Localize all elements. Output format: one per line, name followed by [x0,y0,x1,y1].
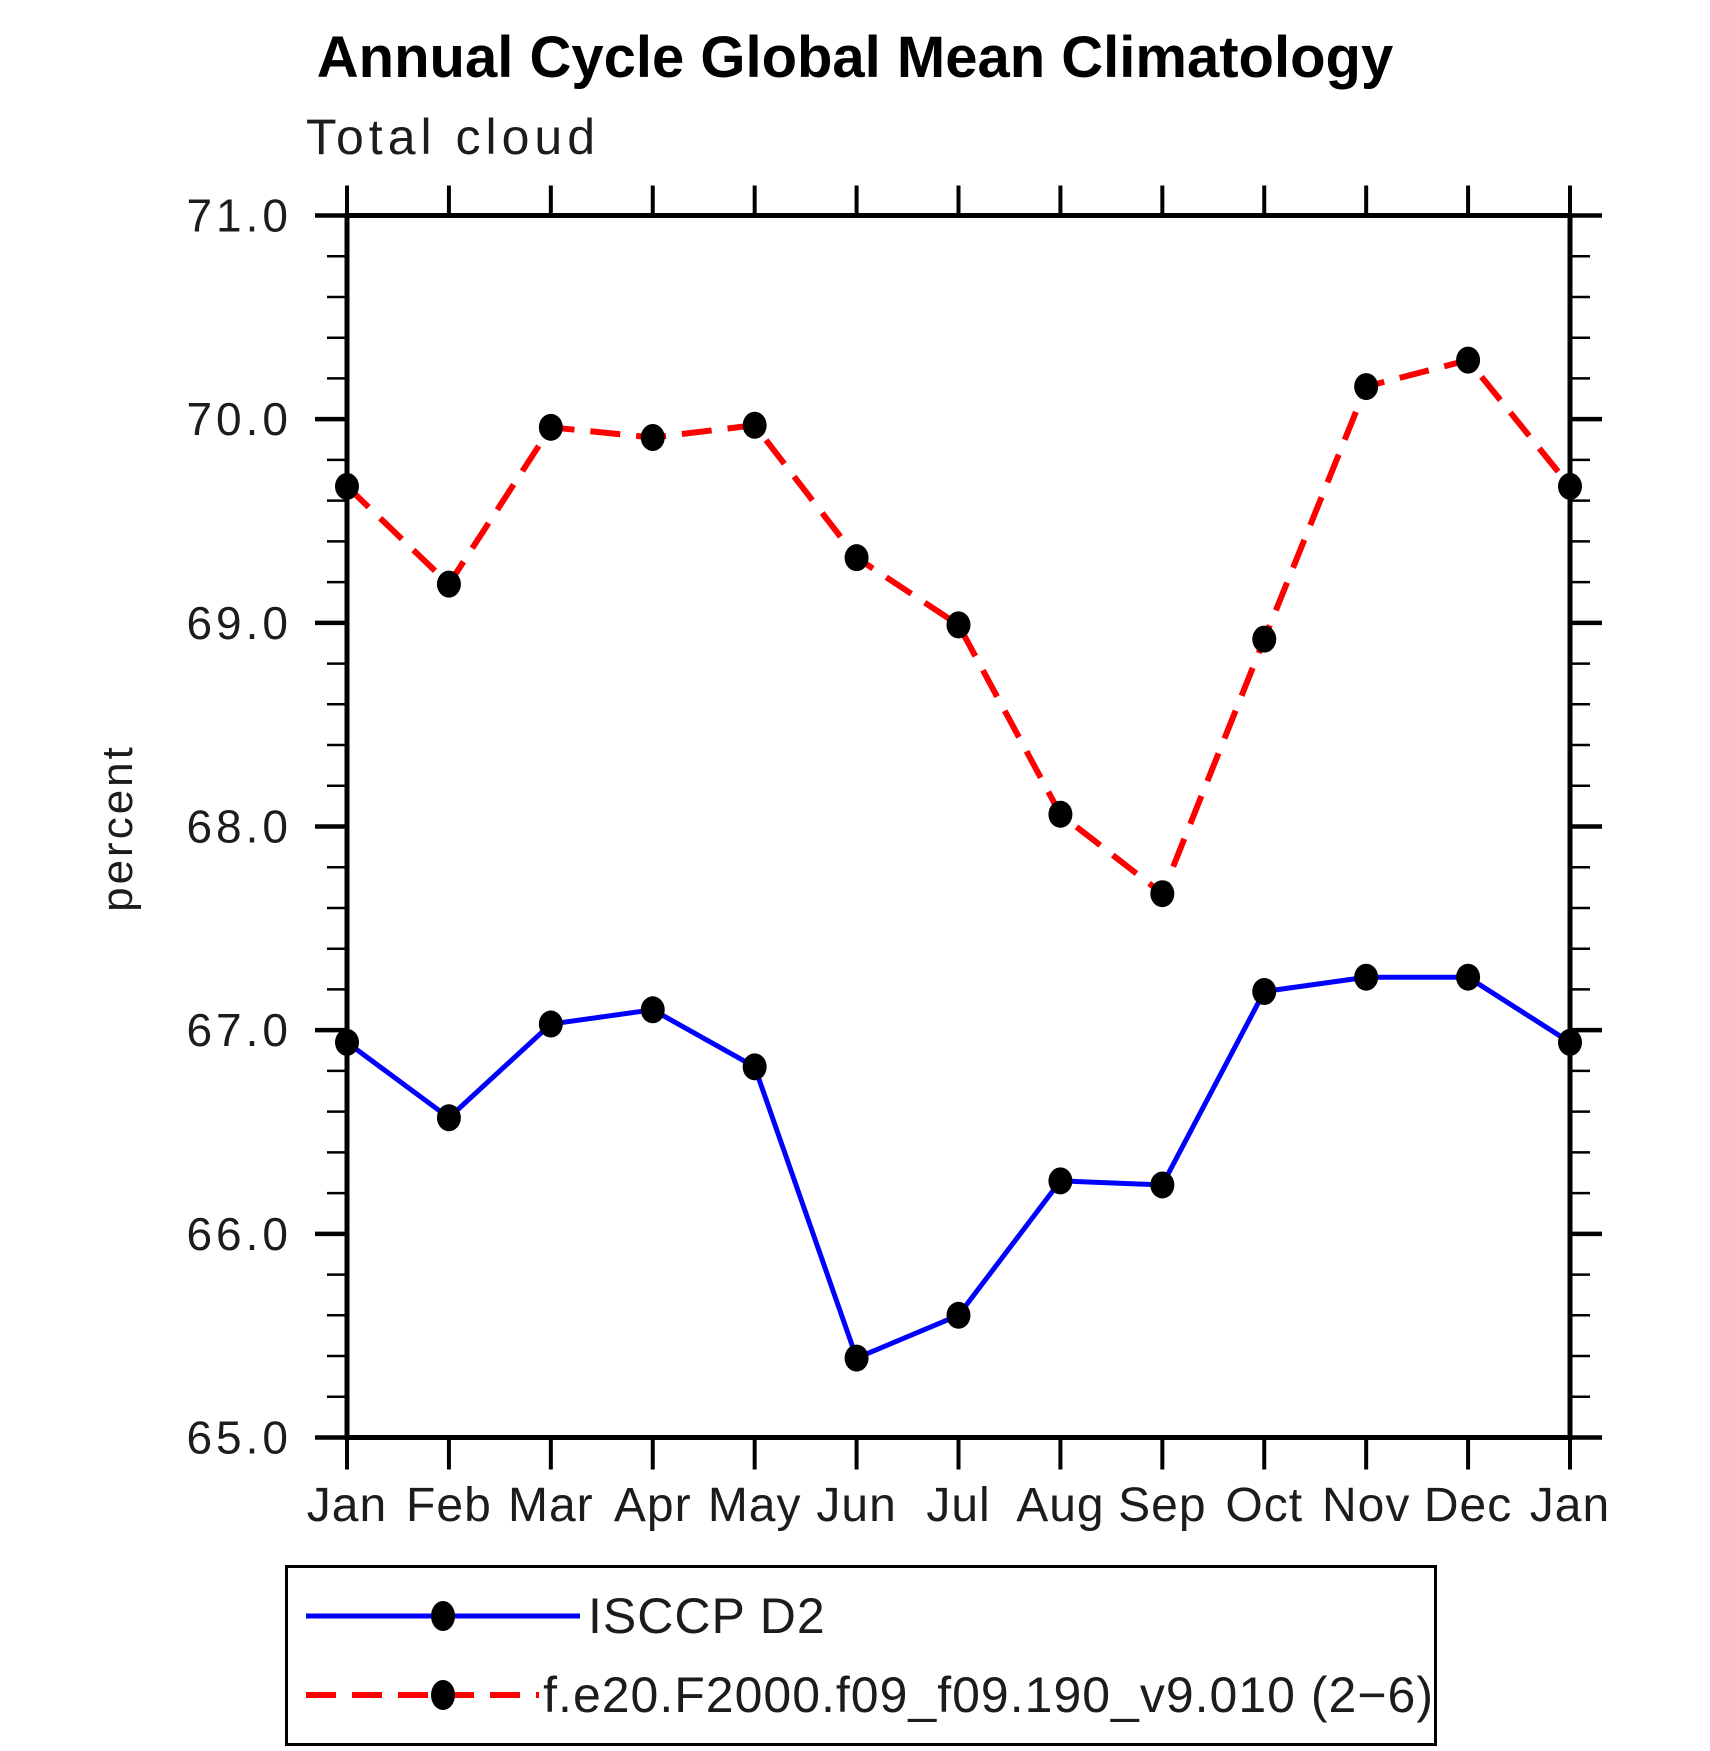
x-tick-label: Jun [816,1479,896,1532]
y-tick-label: 69.0 [186,597,292,649]
y-tick-label: 68.0 [186,801,292,853]
legend-marker [431,1680,455,1710]
data-point-marker [1048,1167,1073,1195]
x-tick-label: Feb [406,1479,492,1532]
x-tick-label: Apr [614,1479,692,1532]
data-point-marker [538,1010,563,1038]
x-tick-label: Dec [1424,1479,1512,1532]
data-point-marker [335,472,359,500]
data-point-marker [1252,625,1277,653]
data-point-marker [1456,963,1481,991]
x-tick-label: Mar [508,1479,594,1532]
x-tick-label: Aug [1016,1479,1104,1532]
data-point-marker [1558,472,1582,500]
data-point-marker [946,611,971,639]
legend-item: ISCCP D2 [302,1585,1434,1647]
data-point-marker [538,413,563,441]
data-point-marker [946,1301,971,1329]
y-tick-label: 66.0 [186,1208,292,1260]
data-point-marker [1456,346,1481,374]
legend-item: f.e20.F2000.f09_f09.190_v9.010 (2−6) [302,1664,1434,1726]
data-point-marker [1558,1028,1582,1056]
chart-subtitle: Total cloud [306,109,601,165]
data-point-marker [1354,963,1379,991]
data-point-marker [1048,800,1073,828]
x-tick-label: Jul [926,1479,990,1532]
data-point-marker [436,1104,461,1132]
x-tick-label: Jan [1530,1479,1610,1532]
data-point-marker [742,1053,767,1081]
legend-line-sample [306,1680,540,1710]
y-tick-label: 65.0 [186,1412,292,1464]
data-point-marker [742,411,767,439]
data-point-marker [1150,880,1175,908]
data-point-marker [844,544,869,572]
data-point-marker [1354,373,1379,401]
y-tick-label: 70.0 [186,393,292,445]
data-point-marker [640,423,665,451]
y-tick-label: 71.0 [186,190,292,242]
series-line [345,974,1572,1361]
data-point-marker [335,1028,359,1056]
axes-box [344,213,1573,1440]
y-tick-label: 67.0 [186,1004,292,1056]
x-tick-label: Jan [307,1479,387,1532]
data-point-marker [640,996,665,1024]
legend-marker [431,1601,455,1631]
legend-line-sample [306,1601,580,1631]
legend-label: ISCCP D2 [588,1588,826,1644]
data-point-marker [1150,1171,1175,1199]
x-tick-label: Oct [1225,1479,1303,1532]
chart-title: Annual Cycle Global Mean Climatology [316,25,1394,90]
legend: ISCCP D2 f.e20.F2000.f09_f09.190_v9.010 (… [285,1565,1437,1746]
legend-label: f.e20.F2000.f09_f09.190_v9.010 (2−6) [543,1667,1434,1723]
data-point-marker [1252,977,1277,1005]
data-point-marker [844,1344,869,1372]
data-point-marker [436,570,461,598]
x-tick-label: Nov [1322,1479,1410,1532]
x-tick-label: May [708,1479,802,1532]
x-tick-label: Sep [1118,1479,1206,1532]
